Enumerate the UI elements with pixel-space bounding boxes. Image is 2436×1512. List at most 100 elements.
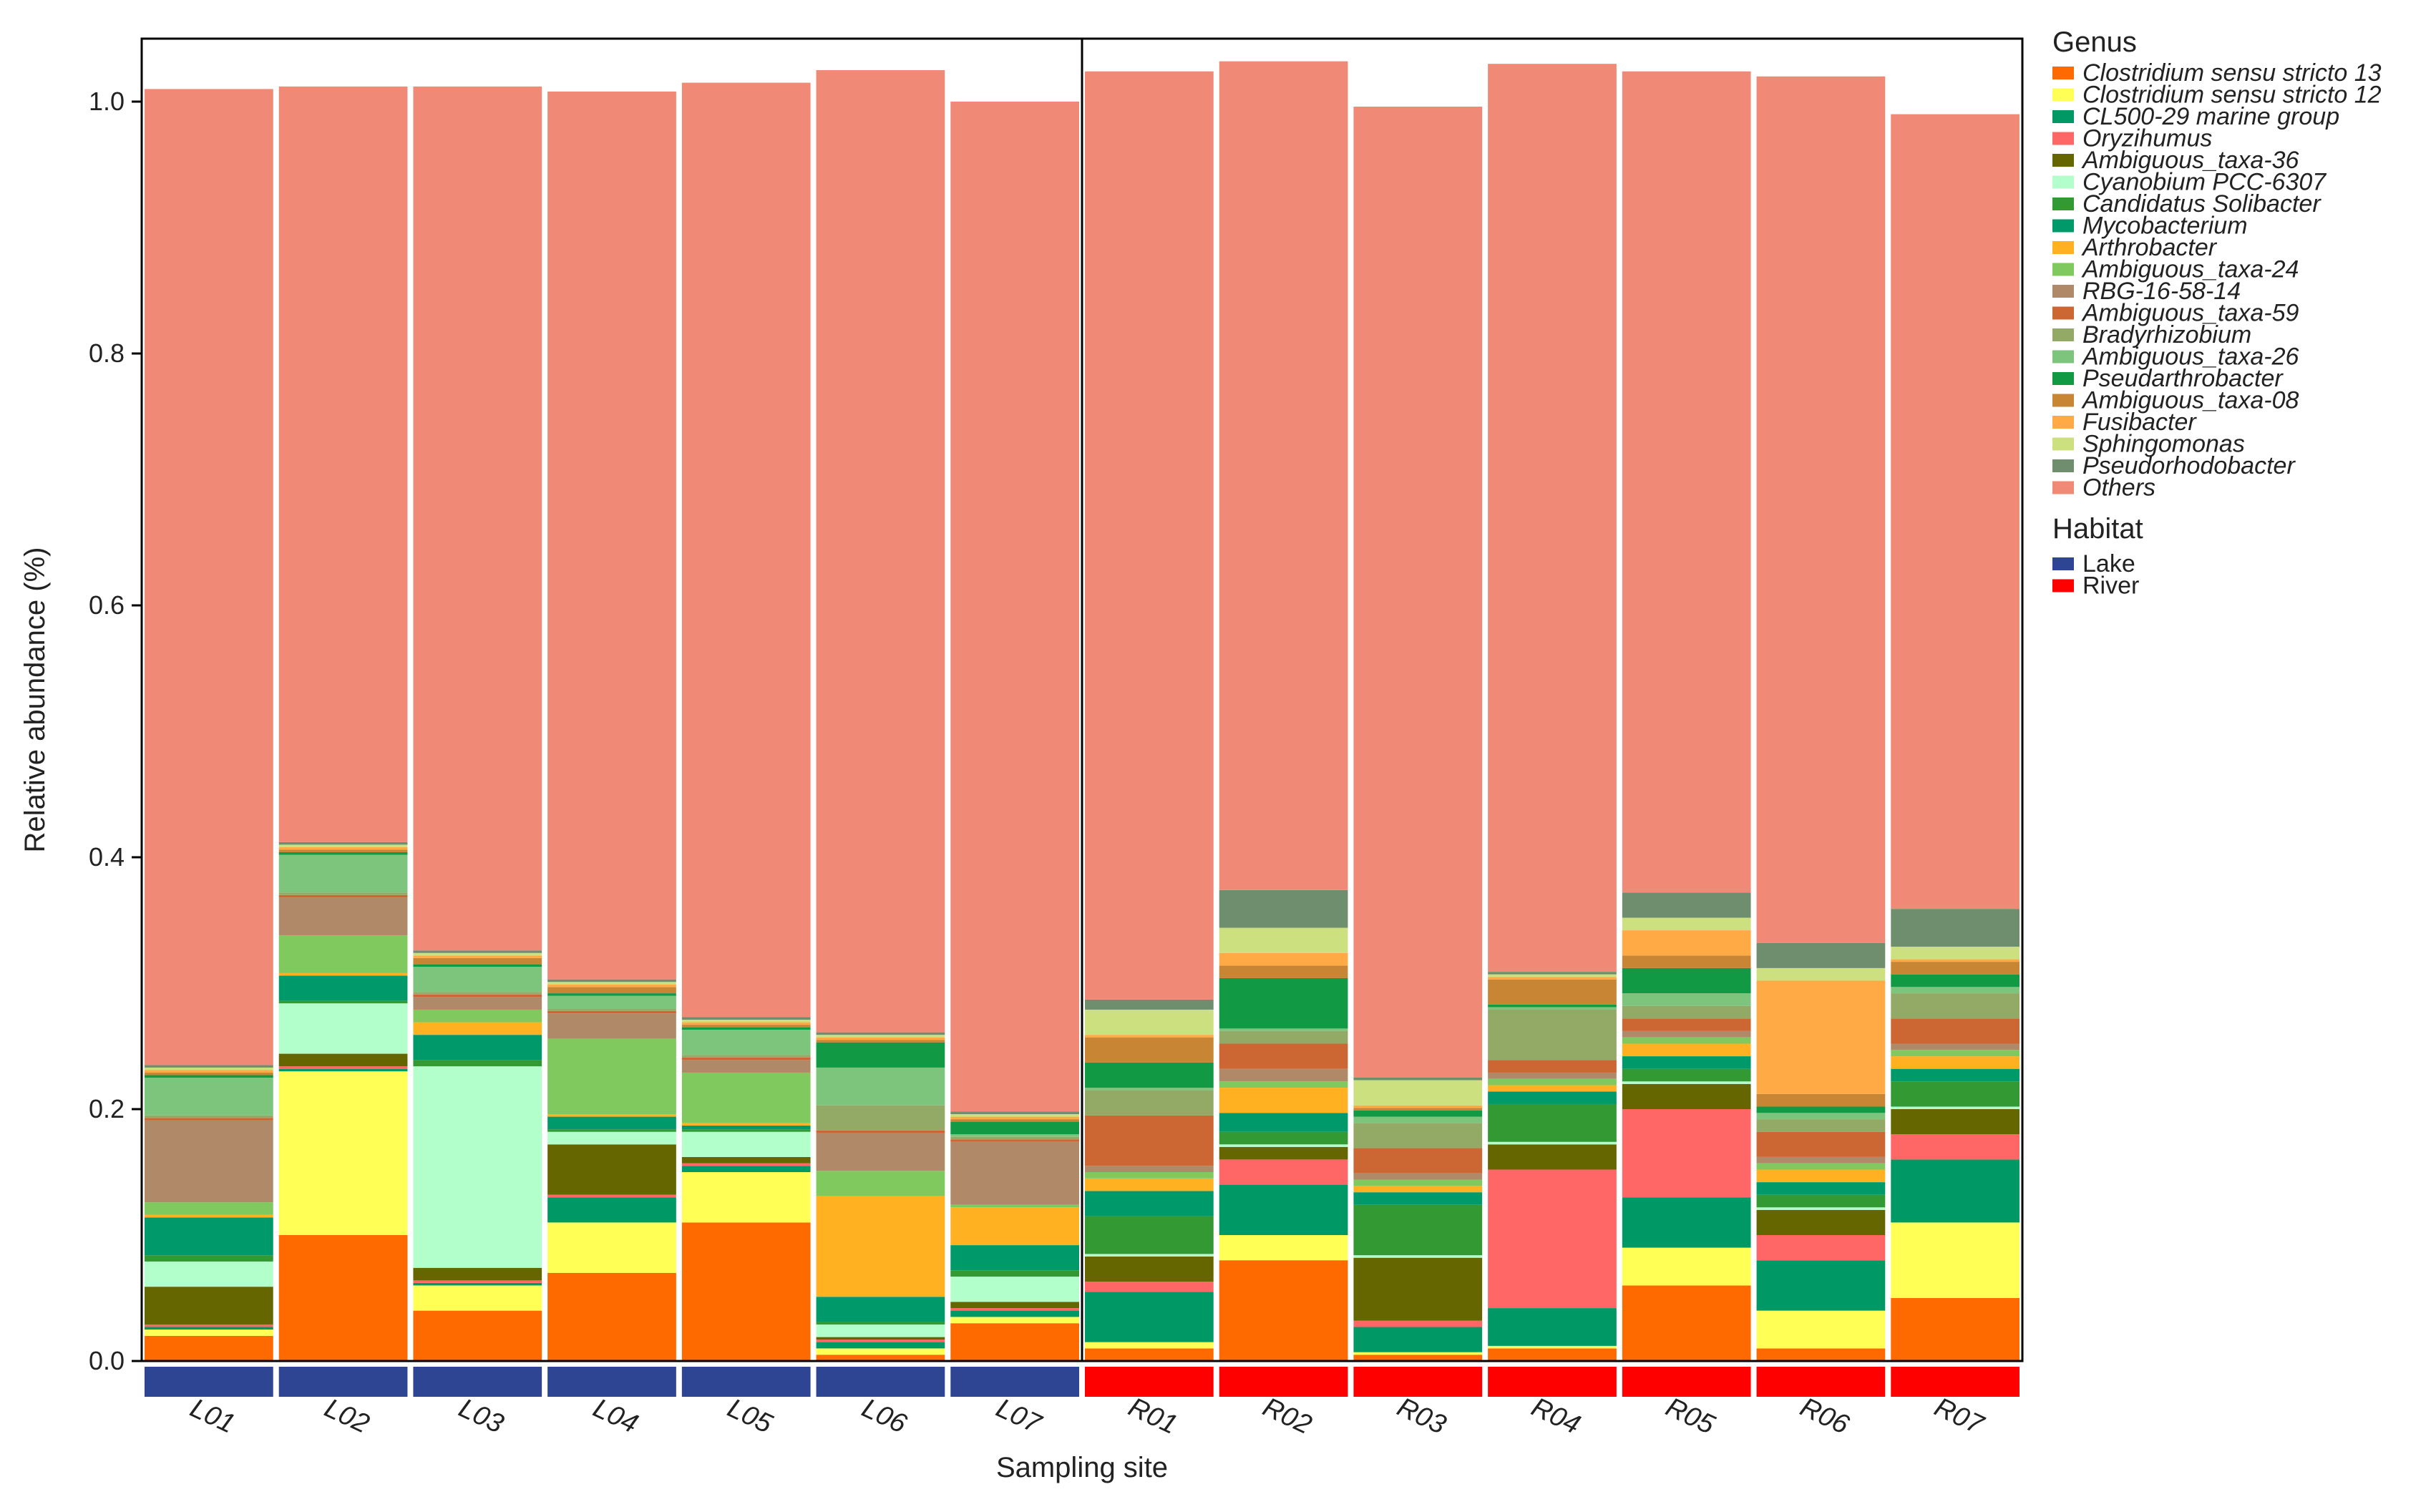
bar-segment: L02 — Cyanobium PCC-6307: 0.04 xyxy=(278,1003,408,1054)
legend-label: Others xyxy=(2082,474,2155,502)
bar-segment: R06 — Sphingomonas: 0.01 xyxy=(1756,967,1886,981)
bar-segment: L03 — Mycobacterium: 0.02 xyxy=(413,1035,542,1060)
bar-segment: R05 — Clostridium sensu stricto 12: 0.03 xyxy=(1622,1247,1751,1286)
bar-segment: R02 — Ambiguous_taxa-36: 0.01 xyxy=(1219,1146,1348,1160)
bar-segment: L03 — Sphingomonas: 0.002 xyxy=(413,952,542,956)
bar-segment: L03 — Candidatus Solibacter: 0.005 xyxy=(413,1060,542,1067)
bar-stack-L02: L02 — Clostridium sensu stricto 13: 0.1L… xyxy=(278,86,408,1361)
bar-segment: R01 — Ambiguous_taxa-26: 0.002 xyxy=(1085,1088,1214,1091)
bar-segment: R03 — Clostridium sensu stricto 13: 0.00… xyxy=(1353,1355,1483,1361)
bar-segment: R01 — Arthrobacter: 0.01 xyxy=(1085,1178,1214,1191)
bar-segment: R01 — Fusibacter: 0.002 xyxy=(1085,1035,1214,1038)
bar-segment: L01 — Cyanobium PCC-6307: 0.02 xyxy=(145,1261,273,1287)
bar-segment: L01 — Ambiguous_taxa-26: 0.03 xyxy=(145,1078,273,1116)
habitat-strip-cell xyxy=(278,1367,408,1397)
bar-segment: L01 — Oryzihumus: 0.002 xyxy=(145,1324,273,1327)
bar-segment: L05 — Pseudorhodobacter: 0.002 xyxy=(681,1017,811,1020)
bar-segment: R05 — Pseudarthrobacter: 0.02 xyxy=(1622,967,1751,994)
bar-segment: R05 — Ambiguous_taxa-36: 0.02 xyxy=(1622,1083,1751,1109)
bar-segment: L02 — Clostridium sensu stricto 12: 0.13 xyxy=(278,1071,408,1235)
bar-segment: L06 — Pseudorhodobacter: 0.002 xyxy=(816,1032,945,1035)
bar-stack-R07: R07 — Clostridium sensu stricto 13: 0.05… xyxy=(1891,114,2020,1361)
x-tick-label: R07 xyxy=(1930,1392,1989,1440)
bar-segment: L01 — Ambiguous_taxa-24: 0.01 xyxy=(145,1202,273,1215)
habitat-strip-cell xyxy=(1622,1367,1751,1397)
bar-segment: L04 — Candidatus Solibacter: 0.002 xyxy=(547,1129,676,1132)
bar-segment: R04 — Candidatus Solibacter: 0.03 xyxy=(1488,1103,1617,1142)
bar-segment: L02 — Ambiguous_taxa-08: 0.002 xyxy=(278,849,408,852)
bar-segment: R02 — Pseudarthrobacter: 0.04 xyxy=(1219,977,1348,1029)
bar-segment: L05 — Pseudarthrobacter: 0.002 xyxy=(681,1027,811,1030)
bar-segment: L02 — Candidatus Solibacter: 0.002 xyxy=(278,1000,408,1004)
legend-label: Pseudorhodobacter xyxy=(2082,452,2296,479)
bar-segment: L02 — Sphingomonas: 0.002 xyxy=(278,844,408,847)
legend-label: Clostridium sensu stricto 12 xyxy=(2082,82,2382,109)
bar-segment: L06 — Fusibacter: 0.002 xyxy=(816,1037,945,1040)
habitat-strip-cell xyxy=(1891,1367,2020,1397)
bar-segment: R05 — Mycobacterium: 0.01 xyxy=(1622,1056,1751,1069)
bar-segment: R07 — Ambiguous_taxa-24: 0.005 xyxy=(1891,1050,2020,1057)
habitat-strip-cell xyxy=(681,1367,811,1397)
bar-segment: R01 — Ambiguous_taxa-08: 0.02 xyxy=(1085,1037,1214,1063)
bar-segment: R05 — Ambiguous_taxa-24: 0.005 xyxy=(1622,1037,1751,1044)
legend-genus-title: Genus xyxy=(2052,26,2137,58)
bar-segment: L07 — RBG-16-58-14: 0.05 xyxy=(950,1141,1079,1205)
bar-segment: L04 — RBG-16-58-14: 0.02 xyxy=(547,1013,676,1039)
x-tick-label: R01 xyxy=(1124,1392,1182,1440)
bar-segment: L07 — Clostridium sensu stricto 13: 0.03 xyxy=(950,1323,1079,1361)
bar-segment: R04 — Ambiguous_taxa-24: 0.005 xyxy=(1488,1078,1617,1086)
legend-label: Candidatus Solibacter xyxy=(2082,190,2321,218)
bar-segment: R06 — Fusibacter: 0.09 xyxy=(1756,980,1886,1094)
bar-stack-R03: R03 — Clostridium sensu stricto 13: 0.00… xyxy=(1353,107,1483,1361)
bar-segment: R04 — Ambiguous_taxa-26: 0.002 xyxy=(1488,1007,1617,1010)
bar-segment: R04 — Oryzihumus: 0.11 xyxy=(1488,1169,1617,1309)
legend-label: Cyanobium PCC-6307 xyxy=(2082,169,2327,196)
habitat-strip-cell xyxy=(1219,1367,1348,1397)
bar-segment: L07 — Oryzihumus: 0.002 xyxy=(950,1308,1079,1311)
bar-segment: R02 — Ambiguous_taxa-26: 0.002 xyxy=(1219,1028,1348,1031)
bar-segment: R03 — Pseudarthrobacter: 0.005 xyxy=(1353,1110,1483,1117)
bar-segment: R07 — Ambiguous_taxa-26: 0.005 xyxy=(1891,987,2020,994)
bar-segment: L07 — CL500-29 marine group: 0.005 xyxy=(950,1310,1079,1317)
bar-segment: L05 — Sphingomonas: 0.002 xyxy=(681,1020,811,1023)
bar-segment: L05 — Others: 0.742 xyxy=(681,82,811,1018)
bar-stack-R04: R04 — Clostridium sensu stricto 13: 0.01… xyxy=(1488,64,1617,1361)
habitat-strip-cell xyxy=(816,1367,945,1397)
bar-segment: R04 — Ambiguous_taxa-59: 0.01 xyxy=(1488,1060,1617,1073)
bar-segment: L05 — Oryzihumus: 0.002 xyxy=(681,1163,811,1166)
bar-segment: R01 — Pseudorhodobacter: 0.008 xyxy=(1085,999,1214,1010)
bar-segment: L06 — Others: 0.764 xyxy=(816,70,945,1033)
bar-segment: L02 — Ambiguous_taxa-26: 0.03 xyxy=(278,854,408,893)
bar-segment: L03 — Oryzihumus: 0.002 xyxy=(413,1280,542,1283)
bar-segment: L02 — CL500-29 marine group: 0.002 xyxy=(278,1068,408,1072)
bar-segment: L04 — Pseudarthrobacter: 0.002 xyxy=(547,993,676,996)
bar-segment: R07 — Oryzihumus: 0.02 xyxy=(1891,1134,2020,1160)
bar-segment: L02 — Pseudorhodobacter: 0.002 xyxy=(278,842,408,845)
bar-segment: R06 — Ambiguous_taxa-26: 0.005 xyxy=(1756,1113,1886,1120)
bar-segment: L06 — Ambiguous_taxa-36: 0.002 xyxy=(816,1337,945,1340)
bar-segment: L02 — Fusibacter: 0.002 xyxy=(278,847,408,850)
bar-segment: L03 — Bradyrhizobium: 0.002 xyxy=(413,992,542,995)
bar-segment: R03 — CL500-29 marine group: 0.02 xyxy=(1353,1327,1483,1352)
bar-stack-L03: L03 — Clostridium sensu stricto 13: 0.04… xyxy=(413,86,542,1361)
bar-segment: L05 — Bradyrhizobium: 0.002 xyxy=(681,1055,811,1058)
bar-segment: R03 — Arthrobacter: 0.005 xyxy=(1353,1186,1483,1193)
bar-segment: R05 — Others: 0.652 xyxy=(1622,71,1751,893)
legend-swatch xyxy=(2052,416,2074,429)
bar-segment: R06 — Clostridium sensu stricto 13: 0.01 xyxy=(1756,1348,1886,1361)
bar-segment: R01 — Cyanobium PCC-6307: 0.002 xyxy=(1085,1254,1214,1257)
bar-segment: R01 — CL500-29 marine group: 0.04 xyxy=(1085,1292,1214,1342)
bar-segment: R02 — Mycobacterium: 0.015 xyxy=(1219,1113,1348,1132)
bar-stack-L05: L05 — Clostridium sensu stricto 13: 0.11… xyxy=(681,82,811,1361)
y-tick-label: 1.0 xyxy=(89,87,125,116)
bar-segment: L06 — Candidatus Solibacter: 0.002 xyxy=(816,1322,945,1325)
legend-habitat-swatch xyxy=(2052,579,2074,592)
bar-segment: L01 — Others: 0.775 xyxy=(145,89,273,1065)
bar-segment: L01 — Clostridium sensu stricto 12: 0.00… xyxy=(145,1330,273,1336)
legend-label: Pseudarthrobacter xyxy=(2082,365,2284,392)
bar-segment: L05 — Fusibacter: 0.002 xyxy=(681,1022,811,1025)
bar-segment: R03 — Ambiguous_taxa-24: 0.005 xyxy=(1353,1179,1483,1186)
bar-segment: L04 — Cyanobium PCC-6307: 0.01 xyxy=(547,1131,676,1145)
bar-segment: R04 — Mycobacterium: 0.01 xyxy=(1488,1091,1617,1104)
habitat-strip-cell xyxy=(1353,1367,1483,1397)
